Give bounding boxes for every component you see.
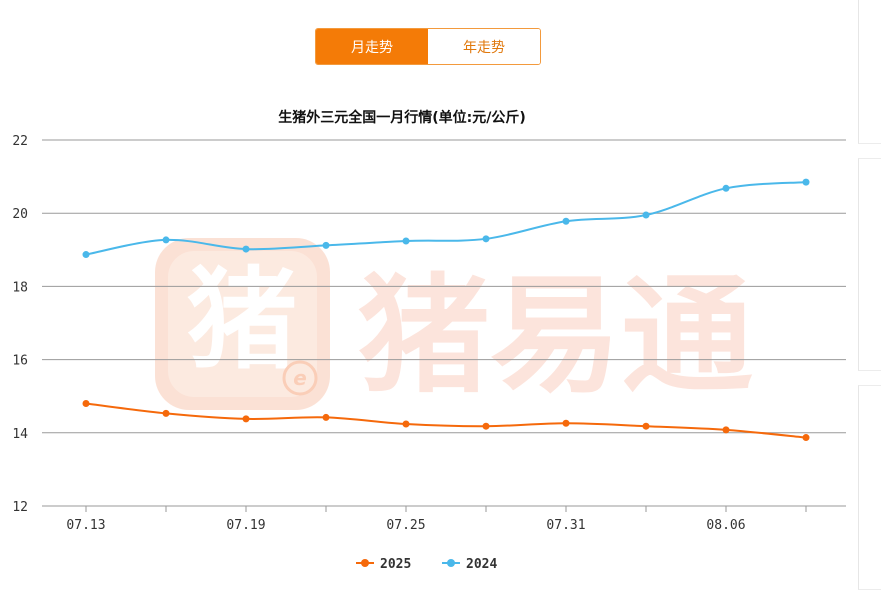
data-point-2024[interactable] (722, 184, 730, 192)
legend-label: 2025 (380, 557, 411, 572)
legend-item-2025[interactable]: 2025 (356, 557, 411, 572)
data-point-2024[interactable] (402, 237, 410, 245)
watermark-logo-inner (168, 251, 317, 397)
data-point-2024[interactable] (802, 178, 810, 186)
series-2025 (82, 400, 810, 442)
y-tick-label: 12 (12, 500, 28, 515)
x-tick-label: 08.06 (706, 518, 745, 533)
data-point-2025[interactable] (162, 409, 170, 417)
data-point-2024[interactable] (642, 211, 650, 219)
series-layer (82, 178, 810, 442)
data-point-2025[interactable] (322, 413, 330, 421)
x-tick-label: 07.31 (546, 518, 585, 533)
data-point-2025[interactable] (482, 422, 490, 430)
legend-label: 2024 (466, 557, 497, 572)
right-rail (858, 0, 881, 590)
x-axis: 07.13 07.19 07.25 07.31 08.06 (66, 506, 807, 533)
data-point-2025[interactable] (642, 422, 650, 430)
data-point-2024[interactable] (82, 251, 90, 259)
watermark: 猪 e 猪易通 (155, 238, 753, 411)
data-point-2024[interactable] (482, 235, 490, 243)
x-tick-label: 07.25 (386, 518, 425, 533)
data-point-2025[interactable] (242, 415, 250, 423)
watermark-logo-ring (282, 360, 318, 396)
y-tick-label: 16 (12, 354, 28, 369)
tab-year-trend[interactable]: 年走势 (428, 29, 540, 64)
watermark-text: 猪易通 (358, 262, 753, 411)
data-point-2024[interactable] (162, 236, 170, 244)
price-line-chart: 猪 e 猪易通 生猪外三元全国一月行情(单位:元/公斤) 12141618202… (12, 109, 846, 572)
data-point-2025[interactable] (802, 434, 810, 442)
data-point-2025[interactable] (402, 420, 410, 428)
y-tick-label: 14 (12, 427, 28, 442)
data-point-2024[interactable] (562, 217, 570, 225)
series-line-2025 (85, 402, 807, 439)
series-line-2024 (85, 181, 807, 256)
legend-swatch-dot (447, 559, 455, 567)
watermark-logo-mark: e (293, 366, 307, 390)
data-point-2025[interactable] (722, 426, 730, 434)
data-point-2025[interactable] (562, 419, 570, 427)
grid-lines (42, 139, 846, 507)
data-point-2024[interactable] (322, 241, 330, 249)
x-tick-label: 07.13 (66, 518, 105, 533)
rail-card-2 (858, 158, 881, 371)
y-tick-label: 20 (12, 207, 28, 222)
y-tick-label: 22 (12, 134, 28, 149)
rail-card-3 (858, 385, 881, 590)
trend-tabs: 月走势 年走势 (315, 28, 541, 65)
x-tick-label: 07.19 (226, 518, 265, 533)
series-2024 (82, 178, 810, 259)
legend-item-2024[interactable]: 2024 (442, 557, 497, 572)
tab-month-trend[interactable]: 月走势 (316, 29, 428, 64)
rail-card-1 (858, 0, 881, 144)
y-tick-label: 18 (12, 280, 28, 295)
data-point-2025[interactable] (82, 400, 90, 408)
watermark-logo-char: 猪 (187, 256, 297, 384)
chart-title: 生猪外三元全国一月行情(单位:元/公斤) (278, 109, 526, 126)
y-axis: 12 14 16 18 20 22 (12, 134, 28, 515)
legend: 2025 2024 (356, 557, 497, 572)
data-point-2024[interactable] (242, 245, 250, 253)
legend-swatch-dot (361, 559, 369, 567)
